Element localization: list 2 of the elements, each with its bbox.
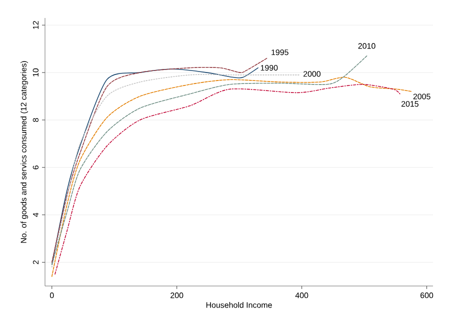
line-series — [51, 74, 300, 268]
line-series — [51, 56, 368, 266]
